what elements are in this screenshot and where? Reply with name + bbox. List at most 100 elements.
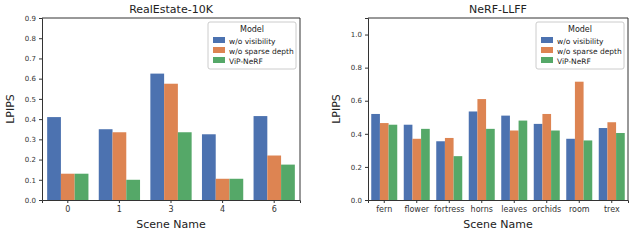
title: NeRF-LLFF	[469, 3, 527, 16]
x-tick-mark	[222, 200, 223, 203]
x-tick-mark	[546, 200, 547, 203]
x-tick-label: 4	[220, 205, 225, 214]
bar	[267, 156, 281, 200]
bar	[486, 129, 495, 200]
y-axis-title: LPIPS	[330, 94, 343, 124]
bars	[47, 74, 295, 200]
x-tick-label: fern	[376, 205, 392, 214]
x-axis: 0 1 3 4 6	[43, 200, 301, 214]
legend: Modelw/o visibilityw/o sparse depthViP-N…	[208, 22, 296, 69]
x-tick-label: flower	[404, 205, 429, 214]
bar	[61, 174, 75, 200]
y-tick: 0.8	[351, 64, 368, 72]
y-tick: 0.2	[351, 164, 368, 172]
bar	[436, 141, 445, 200]
x-axis-title: Scene Name	[463, 218, 533, 231]
y-tick-label: 0.9	[25, 15, 36, 23]
x-tick-label: room	[569, 205, 590, 214]
y-tick-label: 0.4	[351, 131, 363, 139]
title: RealEstate-10K	[129, 3, 213, 16]
y-axis-title: LPIPS	[4, 94, 17, 124]
bar	[575, 82, 584, 200]
chart: 0.00.20.40.60.81.0fernflowerfortresshorn…	[330, 3, 629, 231]
x-tick-mark	[449, 200, 450, 203]
x-tick: 4	[220, 200, 225, 214]
bar	[113, 132, 127, 200]
x-tick-label: 3	[168, 205, 173, 214]
bar	[445, 138, 454, 200]
x-tick: horns	[471, 200, 493, 214]
bar	[47, 117, 61, 200]
x-tick-mark	[416, 200, 417, 203]
x-tick-mark	[67, 200, 68, 203]
x-tick-mark	[481, 200, 482, 203]
bar	[469, 111, 478, 200]
bar	[216, 179, 230, 200]
x-tick: 3	[168, 200, 173, 214]
frame	[300, 18, 301, 200]
bar	[75, 174, 89, 200]
y-tick-label: 0.0	[351, 197, 362, 205]
x-axis-title: Scene Name	[136, 218, 206, 231]
x-tick: fortress	[434, 200, 465, 214]
frame	[628, 18, 629, 200]
y-tick: 0.8	[25, 35, 42, 43]
legend-title: Model	[568, 25, 592, 34]
bar	[150, 74, 164, 200]
bar	[202, 134, 216, 200]
y-tick-mark	[39, 18, 42, 19]
legend-swatch	[213, 37, 225, 43]
bar	[534, 124, 543, 200]
y-axis-line	[365, 19, 369, 201]
legend-swatch	[541, 47, 553, 53]
y-tick: 0.4	[25, 116, 42, 124]
x-tick-mark	[579, 200, 580, 203]
bar	[389, 125, 398, 200]
y-tick-mark	[39, 119, 42, 120]
y-tick-label: 0.5	[25, 96, 36, 104]
y-tick: 0.2	[25, 156, 42, 164]
x-tick-label: leaves	[501, 205, 527, 214]
bar	[599, 128, 608, 200]
x-tick: 1	[117, 200, 122, 214]
legend-box	[536, 22, 624, 69]
bar	[229, 179, 243, 200]
y-tick: 0.5	[25, 96, 42, 104]
legend: Modelw/o visibilityw/o sparse depthViP-N…	[536, 22, 624, 69]
x-tick-label: fortress	[434, 205, 465, 214]
y-tick-mark	[39, 200, 42, 201]
legend-label: ViP-NeRF	[557, 57, 591, 66]
bar	[607, 122, 616, 200]
y-axis-line	[39, 19, 43, 201]
legend-swatch	[541, 57, 553, 63]
y-tick-mark	[39, 139, 42, 140]
x-tick-label: trex	[604, 205, 620, 214]
bar	[254, 116, 268, 200]
bar	[371, 114, 380, 200]
bar	[164, 84, 178, 200]
x-tick-mark	[384, 200, 385, 203]
chart: 0.00.10.20.30.40.50.60.70.80.901346RealE…	[4, 3, 301, 231]
bar	[421, 129, 430, 200]
chart-canvas: 0.00.10.20.30.40.50.60.70.80.901346RealE…	[0, 0, 640, 234]
x-axis-line	[43, 201, 301, 204]
y-tick: 0.6	[351, 97, 368, 105]
x-axis-line	[369, 201, 629, 204]
x-tick: 6	[272, 200, 277, 214]
legend-label: w/o visibility	[557, 37, 604, 46]
y-tick-label: 0.4	[25, 116, 37, 124]
bar	[178, 132, 192, 200]
y-tick-label: 0.6	[25, 75, 37, 83]
x-tick-label: 6	[272, 205, 277, 214]
y-tick-label: 0.8	[25, 35, 36, 43]
x-tick: room	[569, 200, 590, 214]
x-tick-mark	[274, 200, 275, 203]
x-tick: fern	[376, 200, 392, 214]
x-tick-mark	[611, 200, 612, 203]
y-tick-mark	[39, 38, 42, 39]
y-tick-mark	[365, 35, 368, 36]
x-tick: 0	[65, 200, 70, 214]
bar	[477, 99, 486, 200]
bar	[281, 165, 295, 200]
legend-label: w/o sparse depth	[229, 47, 294, 56]
